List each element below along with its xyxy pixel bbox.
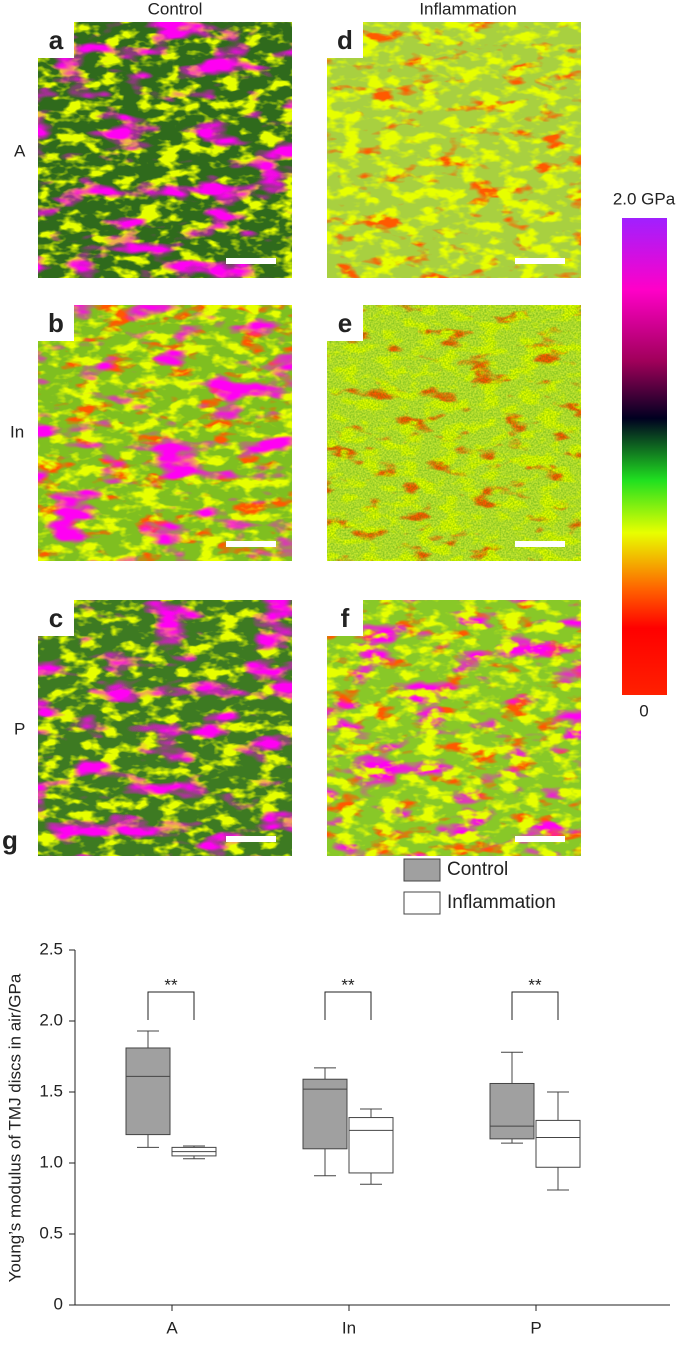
image-texture <box>38 22 292 278</box>
y-tick-label: 2.5 <box>39 939 63 958</box>
row-label: In <box>10 422 24 441</box>
y-tick-label: 2.0 <box>39 1010 63 1029</box>
panel-label: b <box>48 308 64 338</box>
label-box <box>38 600 74 636</box>
image-panels: a b c d e f <box>38 22 581 856</box>
image-texture <box>327 600 581 856</box>
y-tick-label: 1.5 <box>39 1081 63 1100</box>
image-texture <box>38 305 292 561</box>
scale-bar <box>226 541 276 547</box>
panel-label: d <box>337 25 353 55</box>
row-label: A <box>14 141 26 160</box>
label-box <box>327 305 363 341</box>
significance-label: ** <box>164 975 178 994</box>
row-label: P <box>14 719 25 738</box>
label-box <box>38 305 74 341</box>
box <box>489 1082 535 1140</box>
legend-swatch <box>403 858 441 882</box>
legend-label: Inflammation <box>447 892 556 913</box>
panel-label: e <box>338 308 352 338</box>
panel-label: c <box>49 603 63 633</box>
panel-label: a <box>49 25 64 55</box>
scale-bar <box>226 836 276 842</box>
box <box>348 1117 394 1174</box>
panel-label: f <box>341 603 350 633</box>
x-tick-label: A <box>166 1318 178 1337</box>
label-box <box>327 600 363 636</box>
x-tick-label: In <box>342 1318 356 1337</box>
y-tick-label: 1.0 <box>39 1152 63 1171</box>
significance-label: ** <box>528 975 542 994</box>
image-texture <box>38 600 292 856</box>
image-texture <box>327 305 581 561</box>
y-axis-title: Young’s modulus of TMJ discs in air/GPa <box>5 973 24 1282</box>
colorbar-label: 0 <box>639 701 648 720</box>
legend-label: Control <box>447 859 508 880</box>
scale-bar <box>515 836 565 842</box>
image-texture <box>327 22 581 278</box>
column-title: Inflammation <box>419 0 516 18</box>
scale-bar <box>226 258 276 264</box>
box <box>302 1078 348 1150</box>
significance-label: ** <box>341 975 355 994</box>
scale-bar <box>515 541 565 547</box>
legend-swatch <box>403 891 441 915</box>
label-box <box>38 22 74 58</box>
box <box>125 1047 171 1136</box>
box <box>535 1119 581 1168</box>
x-tick-label: P <box>530 1318 541 1337</box>
plot: 0 0.5 1.0 1.5 2.0 2.5 A ** In ** P ** Control Inflamm… <box>39 858 670 1337</box>
significance-bracket <box>511 991 559 1020</box>
label-box <box>327 22 363 58</box>
scale-bar <box>515 258 565 264</box>
column-title: Control <box>148 0 203 18</box>
y-tick-label: 0 <box>54 1294 63 1313</box>
significance-bracket <box>147 991 195 1020</box>
significance-bracket <box>324 991 372 1020</box>
colorbar-label: 2.0 GPa <box>613 189 676 208</box>
panel-label: g <box>2 825 18 855</box>
colorbar <box>622 218 667 695</box>
y-tick-label: 0.5 <box>39 1223 63 1242</box>
